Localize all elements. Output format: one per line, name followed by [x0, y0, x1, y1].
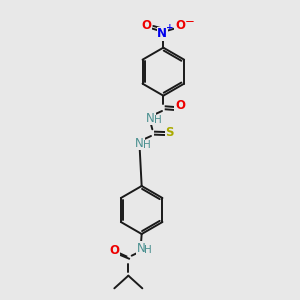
- Text: N: N: [146, 112, 155, 125]
- Text: O: O: [175, 19, 185, 32]
- Text: O: O: [109, 244, 119, 257]
- Text: O: O: [142, 19, 152, 32]
- Text: O: O: [175, 99, 185, 112]
- Text: +: +: [166, 23, 173, 32]
- Text: H: H: [145, 245, 152, 255]
- Text: H: H: [143, 140, 151, 150]
- Text: S: S: [165, 125, 174, 139]
- Text: N: N: [136, 242, 146, 254]
- Text: −: −: [185, 15, 195, 28]
- Text: H: H: [154, 115, 162, 125]
- Text: N: N: [157, 27, 167, 40]
- Text: N: N: [135, 137, 144, 150]
